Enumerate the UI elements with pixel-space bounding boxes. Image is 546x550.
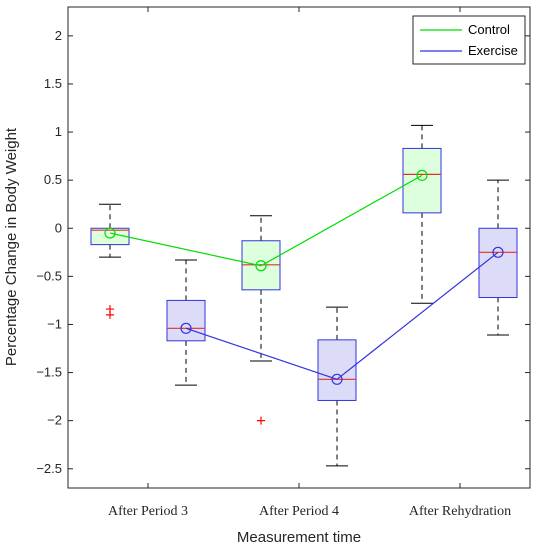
y-tick-label: −2 (47, 413, 62, 428)
exercise-mean-line (185, 251, 499, 380)
plot-area (90, 124, 518, 467)
y-tick-label: −1 (47, 316, 62, 331)
exercise-mean-marker (180, 322, 192, 334)
y-tick-label: −1.5 (36, 365, 62, 380)
control-mean-marker (104, 227, 116, 239)
exercise-legend-label: Exercise (468, 43, 518, 58)
axes: 2 1.5 1 0.5 0 −0.5 −1 −1.5 −2 −2.5 After Period 3 A… (36, 6, 531, 519)
exercise-mean-marker (331, 373, 343, 385)
exercise-mean-marker (492, 246, 504, 258)
y-tick-label: 2 (55, 28, 62, 43)
exercise-box (317, 339, 357, 401)
x-tick-label: After Period 3 (108, 504, 188, 519)
control-mean-marker (416, 169, 428, 181)
control-legend-label: Control (468, 22, 510, 37)
y-axis-label: Percentage Change in Body Weight (3, 127, 20, 366)
y-tick-label: 0 (55, 220, 62, 235)
legend-box (412, 15, 526, 65)
y-tick-label: 1.5 (44, 76, 62, 91)
exercise-box (166, 299, 206, 342)
x-axis-label: Measurement time (237, 529, 361, 546)
control-mean-marker (255, 260, 267, 272)
axes-frame (67, 6, 531, 489)
y-tick-label: −2.5 (36, 461, 62, 476)
x-tick-label: After Rehydration (409, 504, 511, 519)
legend: Control Exercise (412, 15, 526, 65)
control-outlier-marker (257, 416, 265, 425)
control-mean-line (109, 174, 423, 267)
y-tick-label: 0.5 (44, 172, 62, 187)
y-tick-label: 1 (55, 124, 62, 139)
control-outlier-marker (106, 310, 114, 319)
x-tick-label: After Period 4 (259, 504, 339, 519)
y-tick-label: −0.5 (36, 268, 62, 283)
